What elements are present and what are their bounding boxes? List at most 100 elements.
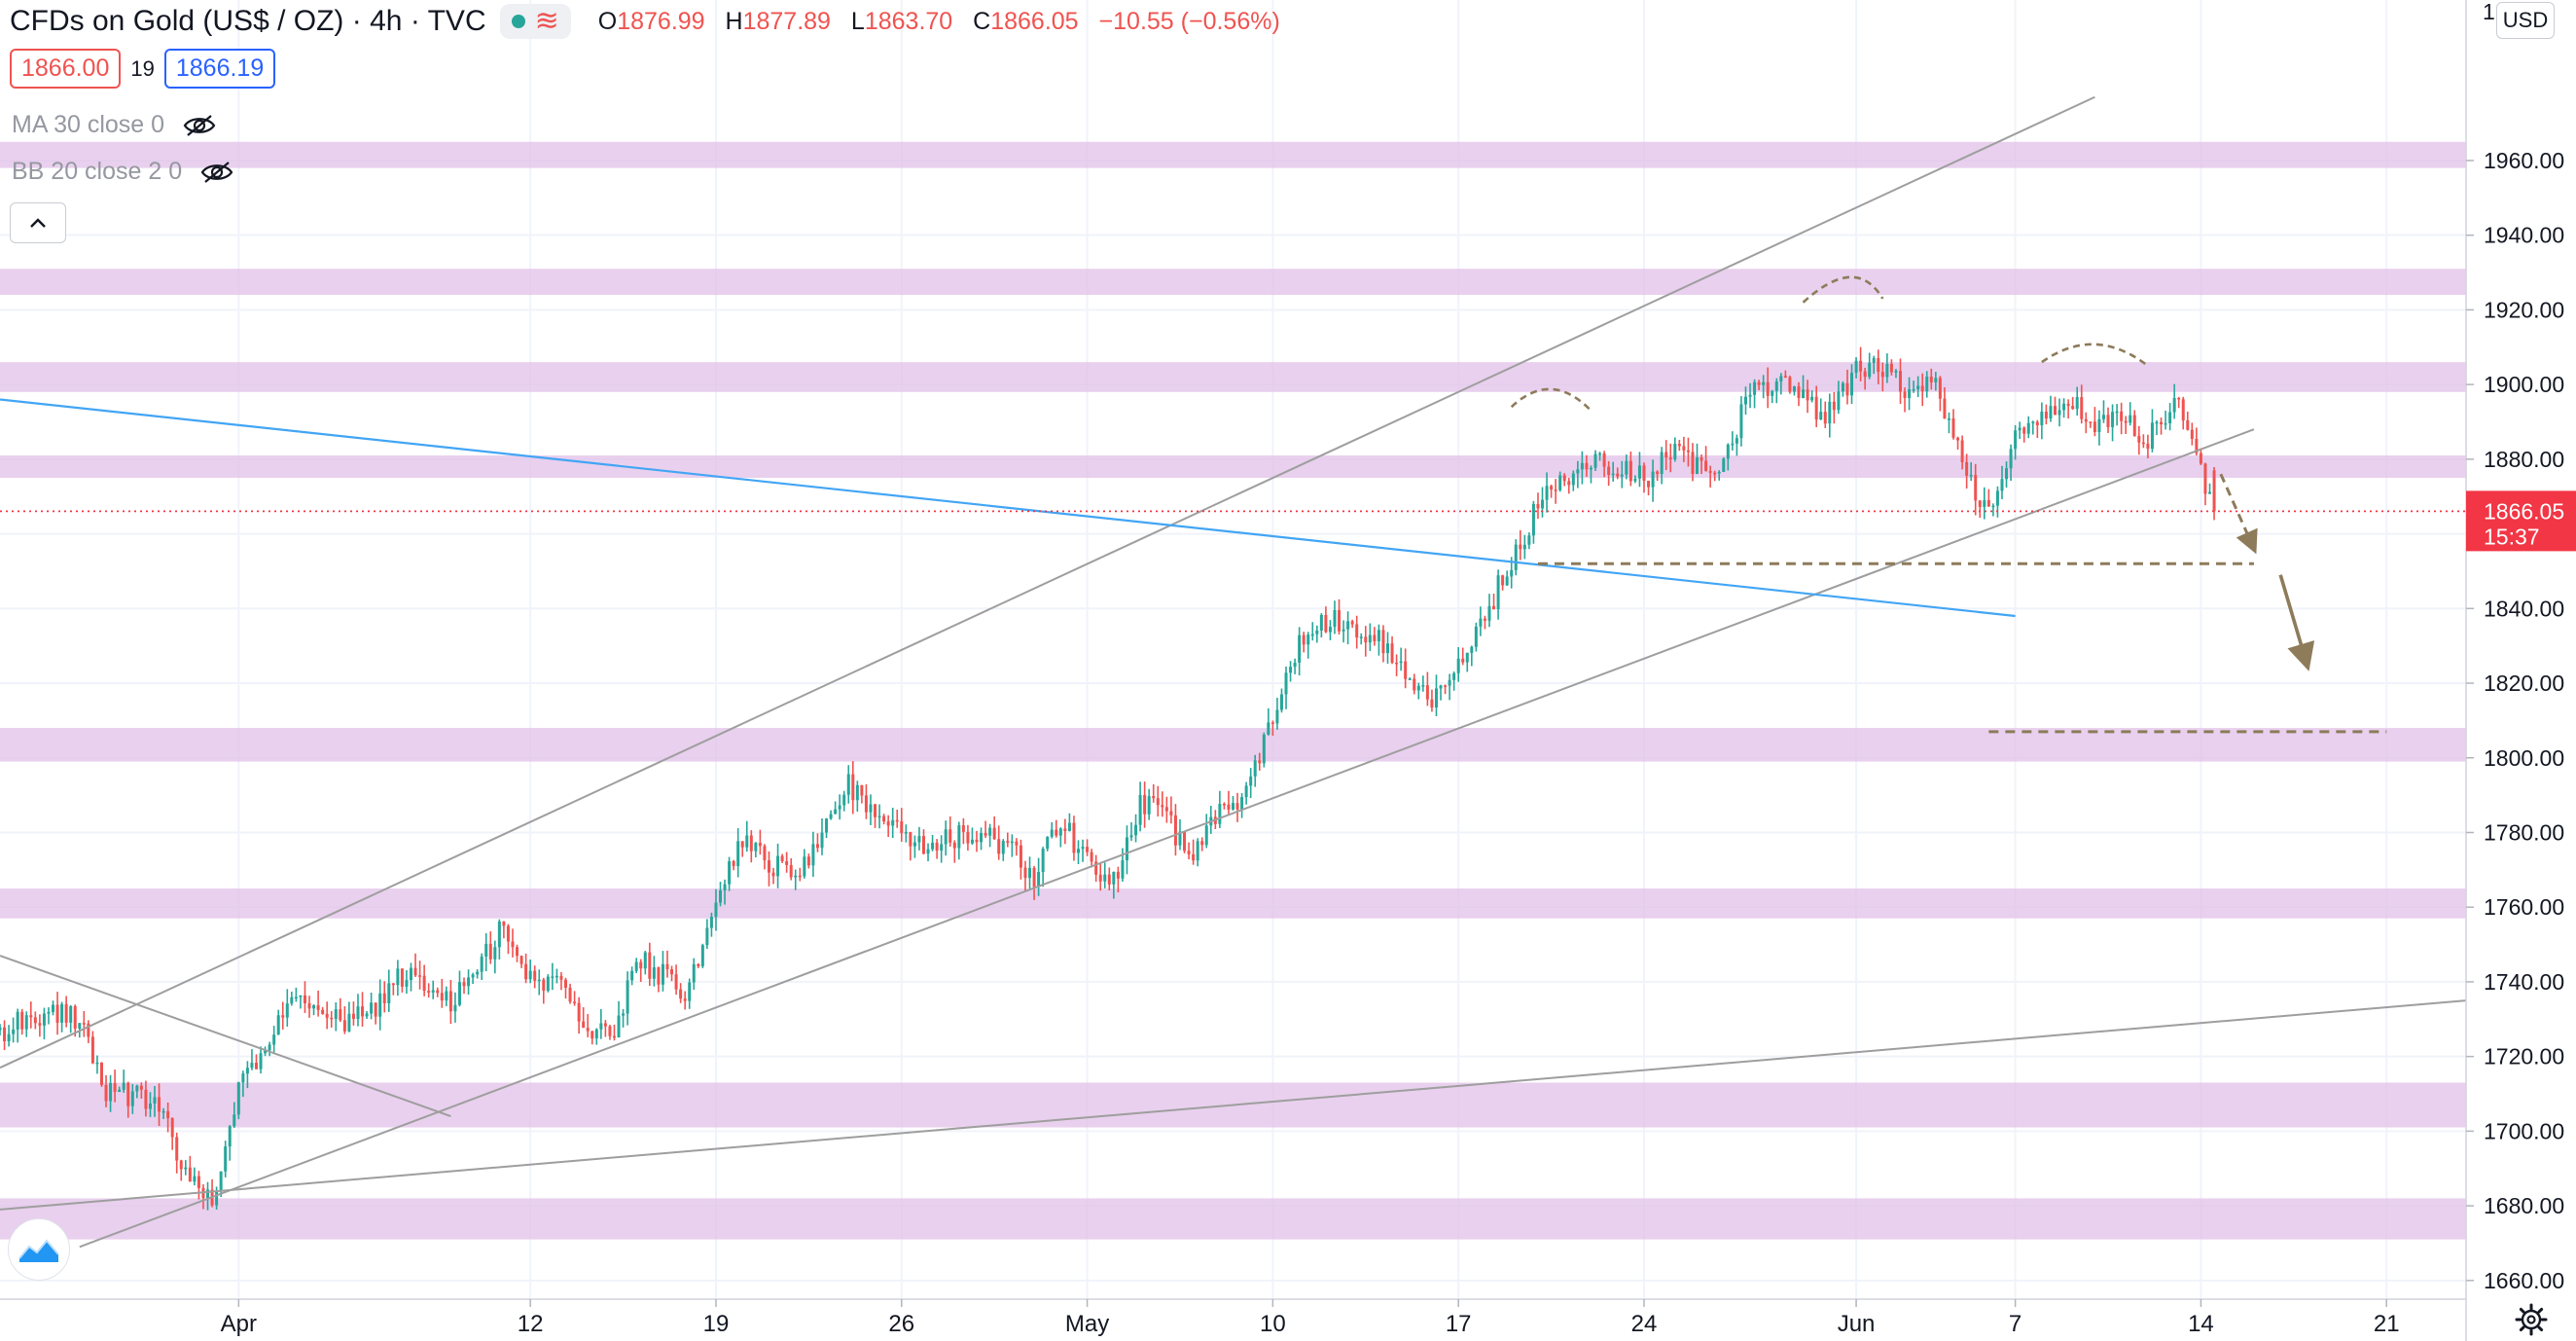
candle [723,879,727,905]
candle [820,817,824,855]
candle-body [1125,837,1128,861]
candle [1169,796,1173,824]
candle-body [1310,634,1314,636]
candle-body [1204,825,1208,846]
candle [926,843,930,862]
candle [2035,419,2039,439]
candle-body [1823,412,1827,424]
channel-lower-trendline [79,428,2255,1249]
candle [874,803,877,828]
candle [626,971,629,1026]
candle-body [1055,829,1058,836]
candle [1395,654,1399,676]
candle-body [1129,835,1133,838]
candle-body [2111,412,2115,427]
price-tick-label: 1900.00 [2484,372,2564,397]
candle-body [794,875,798,878]
tradingview-logo[interactable] [8,1218,70,1281]
candle-body [1505,576,1509,586]
candle [1421,675,1425,692]
price-tick-label: 1800.00 [2484,745,2564,771]
candle [728,856,732,891]
candle-body [1010,841,1014,844]
candle [99,1062,103,1087]
candle-body [1183,831,1187,852]
candle-body [855,784,859,801]
candle [361,992,365,1027]
candle-body [1903,391,1907,398]
candle-body [1298,634,1302,663]
candle-body [1541,499,1545,509]
candle-body [1704,460,1708,471]
candle-body [99,1062,103,1085]
buy-price-button[interactable]: 1866.19 [163,49,276,89]
candle-body [233,1114,236,1127]
price-zone [0,269,2466,296]
candle [1845,369,1849,405]
eye-off-icon[interactable] [199,160,234,185]
candle [87,1020,90,1043]
gear-icon[interactable] [2514,1302,2549,1337]
candle-body [1960,440,1964,462]
candle-body [1474,626,1478,647]
candle-body [1319,614,1323,631]
candle-body [1058,828,1062,836]
candle-body [1032,867,1036,888]
candle [1536,492,1540,520]
candle [1598,452,1602,461]
candle [130,1083,134,1114]
eye-off-icon[interactable] [182,113,217,138]
candle [1289,661,1293,682]
series-status-pill[interactable]: ≋ [499,4,571,39]
candle-body [1986,500,1990,507]
candle-body [427,991,431,993]
candle-body [1696,457,1699,474]
candle [330,1010,334,1028]
candle [1986,489,1990,507]
collapse-legend-button[interactable] [10,202,66,243]
candle-body [1558,475,1562,490]
candle-body [1925,377,1929,392]
candle [1550,485,1554,498]
candle-body [2089,421,2093,423]
candle [665,950,669,978]
candle-body [1196,841,1199,861]
candle [679,983,683,1003]
candle-body [842,794,846,806]
candle [630,966,634,986]
candle-body [1465,652,1469,663]
indicator-ma[interactable]: MA 30 close 0 [12,111,217,139]
candle-body [935,842,939,852]
candle-body [997,839,1001,854]
indicator-bb[interactable]: BB 20 close 2 0 [12,158,234,186]
candle-body [1943,398,1947,419]
candle [1656,470,1660,482]
candle [1722,456,1726,473]
candle-body [1633,478,1637,482]
candle [1868,352,1872,380]
candle [1978,499,1982,518]
candle-body [1293,662,1297,668]
candle-body [166,1110,170,1119]
candle [1880,362,1884,392]
candle-body [948,829,952,843]
currency-button[interactable]: USD [2496,2,2555,39]
symbol-title[interactable]: CFDs on Gold (US$ / OZ) · 4h · TVC [10,5,486,38]
candle [1408,677,1412,680]
candle [1094,854,1098,883]
candle-body [82,1023,86,1025]
candle [69,1004,73,1033]
right-shoulder-arc [2041,343,2149,367]
candle-body [1934,378,1938,382]
ohlc-open-value: 1876.99 [617,7,705,35]
sell-price-button[interactable]: 1866.00 [10,49,122,89]
candle-body [582,1021,586,1029]
candle [356,994,360,1027]
candle-body [1602,453,1606,467]
candle [1249,768,1253,799]
candle [603,1020,607,1037]
candle [1558,471,1562,492]
candle-body [1868,362,1872,378]
candle [1633,475,1637,484]
